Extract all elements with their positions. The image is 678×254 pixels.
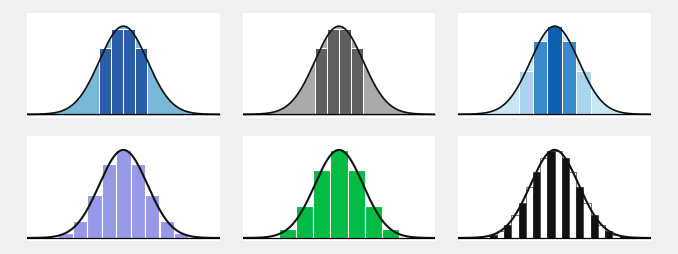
Bar — [330, 150, 348, 238]
Bar — [562, 158, 569, 238]
Bar — [569, 171, 576, 238]
Bar — [562, 41, 576, 114]
Bar — [58, 233, 73, 238]
Bar — [584, 203, 591, 238]
Bar — [188, 237, 203, 238]
Bar — [547, 151, 555, 238]
Bar — [620, 236, 627, 238]
Bar — [174, 233, 188, 238]
Bar — [598, 225, 605, 238]
Bar — [123, 29, 136, 114]
Bar — [136, 48, 147, 114]
Bar — [279, 229, 296, 238]
Bar — [327, 29, 339, 114]
Bar — [540, 158, 547, 238]
Bar — [382, 229, 399, 238]
Bar — [116, 150, 131, 238]
Bar — [497, 231, 504, 238]
Bar — [605, 231, 612, 238]
Bar — [576, 71, 591, 114]
Bar — [555, 151, 562, 238]
Bar — [159, 220, 174, 238]
Bar — [519, 203, 525, 238]
Bar — [73, 220, 87, 238]
Bar — [348, 170, 365, 238]
Bar — [365, 206, 382, 238]
Bar — [504, 225, 511, 238]
Bar — [533, 171, 540, 238]
Bar — [591, 215, 598, 238]
Bar — [339, 29, 351, 114]
Bar — [99, 48, 111, 114]
Bar — [145, 195, 159, 238]
Bar — [533, 41, 547, 114]
Bar — [44, 237, 58, 238]
Bar — [111, 29, 123, 114]
Bar — [296, 206, 313, 238]
Bar — [313, 170, 330, 238]
Bar — [525, 187, 533, 238]
Bar — [351, 48, 363, 114]
Bar — [490, 235, 497, 238]
Bar — [475, 237, 483, 238]
Bar — [576, 187, 584, 238]
Bar — [511, 215, 519, 238]
Bar — [519, 71, 533, 114]
Bar — [612, 235, 620, 238]
Bar — [131, 164, 145, 238]
Bar — [627, 237, 634, 238]
Bar — [483, 236, 490, 238]
Bar — [102, 164, 116, 238]
Bar — [87, 195, 102, 238]
Bar — [315, 48, 327, 114]
Bar — [547, 26, 562, 114]
